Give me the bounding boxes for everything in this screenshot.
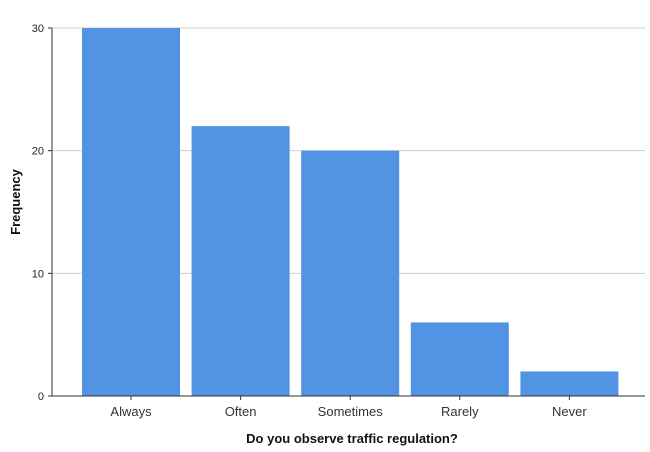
bar-never bbox=[520, 371, 619, 396]
x-axis-title: Do you observe traffic regulation? bbox=[246, 431, 458, 446]
bars bbox=[82, 28, 619, 396]
x-tick-label-sometimes: Sometimes bbox=[318, 404, 384, 419]
bar-sometimes bbox=[301, 150, 400, 396]
x-tick-label-never: Never bbox=[552, 404, 587, 419]
y-tick-label-0: 0 bbox=[38, 391, 44, 403]
y-axis-title: Frequency bbox=[8, 168, 23, 235]
y-tick-label-30: 30 bbox=[32, 23, 44, 35]
bar-always bbox=[82, 28, 180, 396]
y-tick-label-10: 10 bbox=[32, 268, 44, 280]
x-tick-label-often: Often bbox=[225, 404, 257, 419]
bar-rarely bbox=[410, 322, 509, 396]
x-tick-label-rarely: Rarely bbox=[441, 404, 479, 419]
axes bbox=[48, 27, 645, 400]
bar-often bbox=[191, 126, 290, 396]
y-tick-label-20: 20 bbox=[32, 146, 44, 158]
tick-labels: 0 10 20 30 Always Often Sometimes Rarely Never bbox=[32, 23, 588, 419]
x-tick-label-always: Always bbox=[110, 404, 152, 419]
